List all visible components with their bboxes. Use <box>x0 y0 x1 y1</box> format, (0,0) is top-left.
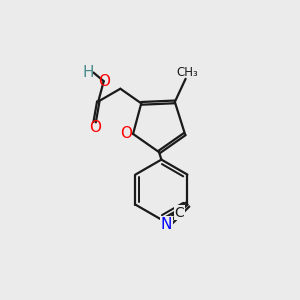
Text: O: O <box>88 120 101 135</box>
Text: N: N <box>161 217 172 232</box>
Text: O: O <box>98 74 110 89</box>
Text: O: O <box>121 126 133 141</box>
Text: CH₃: CH₃ <box>176 66 198 79</box>
Text: H: H <box>82 65 94 80</box>
Text: C: C <box>174 206 184 220</box>
